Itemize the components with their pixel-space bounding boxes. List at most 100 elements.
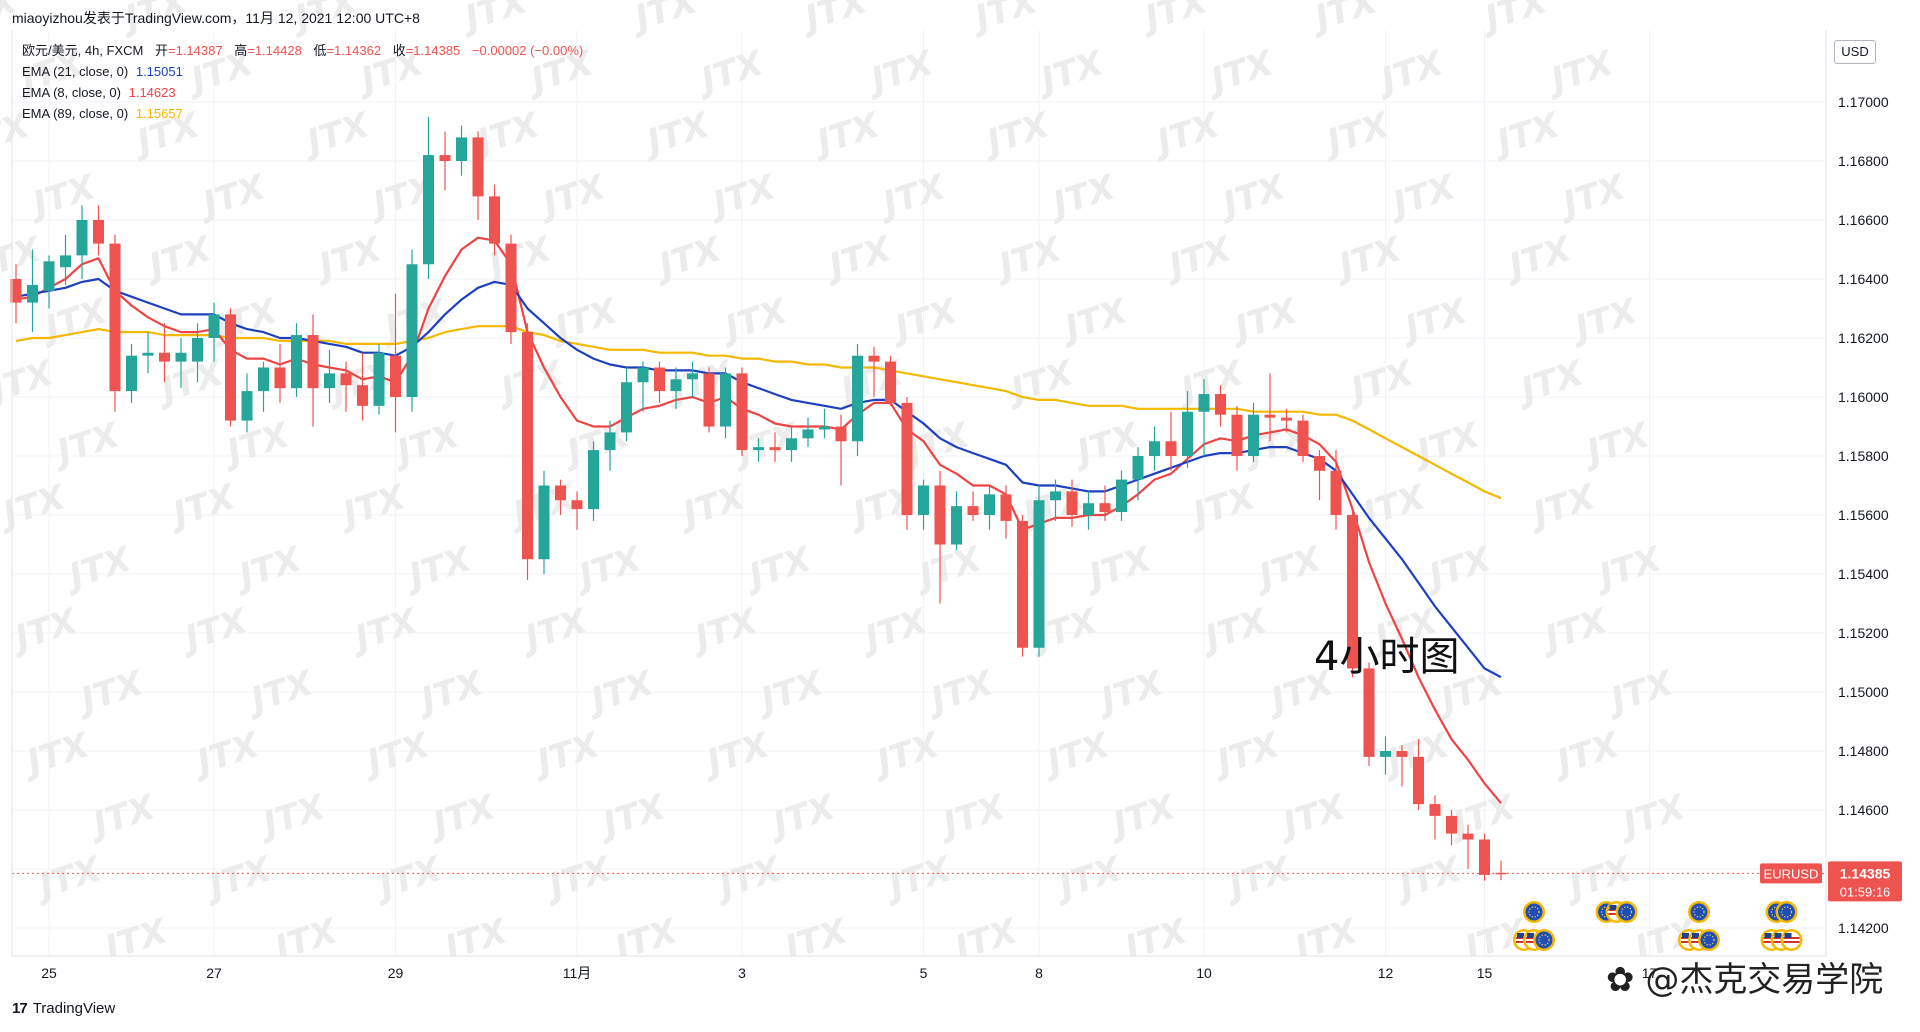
candle-body (456, 137, 467, 161)
price-tick-label: 1.16200 (1838, 330, 1889, 346)
tradingview-logo-icon: 17 (12, 1000, 28, 1017)
us-flag-canton (1692, 933, 1699, 938)
candle (901, 397, 913, 530)
candle (1479, 833, 1490, 881)
candle-body (1330, 470, 1342, 515)
candle-body (159, 352, 170, 362)
candle (109, 234, 121, 412)
candle-body (406, 264, 418, 397)
candle-body (885, 361, 896, 403)
candle-body (769, 447, 781, 451)
chart-grid (12, 30, 1826, 956)
candle (324, 349, 335, 403)
candle-body (1495, 872, 1507, 875)
open-key: 开 (154, 43, 168, 58)
time-axis: 25 27 29 11月 3 5 8 10 12 15 17 (0, 30, 1920, 990)
candle (1083, 491, 1094, 530)
candle-body (918, 485, 929, 515)
tradingview-logo[interactable]: 17 TradingView (12, 1000, 115, 1017)
candle (835, 414, 847, 486)
candle (225, 308, 236, 427)
candle-body (555, 485, 566, 501)
candle (1495, 860, 1507, 881)
candle (1297, 414, 1309, 462)
candle (687, 361, 698, 397)
time-tick-label: 11月 (563, 965, 592, 981)
candle-body (340, 373, 352, 386)
eu-flag-icon (1688, 901, 1710, 923)
us-flag-canton (1784, 933, 1792, 938)
candle (885, 355, 896, 406)
us-flag-canton (1527, 933, 1534, 938)
candle-body (142, 352, 154, 356)
candle (126, 343, 137, 403)
candle (984, 485, 995, 530)
currency-button[interactable]: USD (1834, 40, 1876, 64)
current-price-label: 1.14385 (1840, 865, 1891, 881)
eu-flag-stars (1780, 906, 1793, 918)
candle-body (1198, 394, 1210, 412)
candle-body (1149, 441, 1160, 456)
eu-flag-stars (1703, 934, 1715, 946)
candle (555, 479, 566, 515)
candle-body (786, 438, 797, 451)
symbol-row[interactable]: 欧元/美元, 4h, FXCM 开=1.14387 高=1.14428 低=1.… (22, 40, 583, 61)
candle-body (307, 335, 319, 389)
high-key: 高 (234, 43, 248, 58)
candle-body (604, 432, 616, 451)
candle (175, 338, 187, 389)
candle (390, 293, 401, 433)
candle-body (423, 155, 434, 265)
ema89-value: 1.15657 (135, 106, 183, 121)
candle-body (1413, 756, 1424, 805)
low-value: =1.14362 (326, 43, 382, 58)
current-price-tag-bg (1828, 861, 1902, 902)
ema21-row[interactable]: EMA (21, close, 0) 1.15051 (22, 61, 583, 82)
timeframe-annotation: 4小时图 (1314, 634, 1460, 680)
price-tick-label: 1.16400 (1838, 271, 1889, 287)
eu-flag-stars (1538, 934, 1550, 946)
candle (951, 491, 962, 551)
eu-flag-stars (1528, 906, 1540, 918)
candle (1050, 479, 1061, 521)
candle (654, 361, 665, 403)
candle-body (1297, 420, 1309, 456)
candle-body (274, 367, 286, 389)
candle-body (637, 367, 649, 383)
candle-body (1248, 414, 1259, 456)
price-tick-label: 1.14200 (1838, 920, 1889, 936)
candle (1248, 402, 1259, 462)
ema8-row[interactable]: EMA (8, close, 0) 1.14623 (22, 82, 583, 103)
candle (423, 116, 434, 279)
candle-body (1347, 515, 1358, 669)
close-key: 收 (392, 43, 406, 58)
candle-body (43, 261, 55, 291)
candle (1314, 450, 1325, 501)
price-tick-label: 1.16600 (1838, 212, 1889, 228)
tradingview-logo-text: TradingView (32, 1000, 116, 1017)
eu-flag-stars (1693, 906, 1705, 918)
candle (456, 125, 467, 176)
candle-body (1380, 751, 1391, 757)
candle-body (852, 355, 863, 442)
candle-body (1446, 815, 1457, 834)
eu-flag-fill (1690, 903, 1708, 921)
candle-body (571, 500, 583, 510)
candle (1000, 485, 1012, 539)
weibo-icon: ✿ (1606, 960, 1635, 1000)
eu-flag-icon (1698, 929, 1720, 951)
candle (769, 432, 781, 462)
candle-body (76, 220, 88, 256)
weibo-handle: @杰克交易学院 (1645, 960, 1884, 1000)
candle (1017, 515, 1028, 657)
candle-body (192, 338, 203, 362)
ema89-row[interactable]: EMA (89, close, 0) 1.15657 (22, 103, 583, 124)
time-tick-label: 25 (41, 965, 57, 981)
candle (1413, 739, 1424, 810)
candle-body (27, 284, 38, 303)
candle (852, 343, 863, 456)
price-tick-label: 1.16800 (1838, 153, 1889, 169)
candle-body (1231, 414, 1243, 456)
us-flag-canton (1682, 933, 1689, 938)
